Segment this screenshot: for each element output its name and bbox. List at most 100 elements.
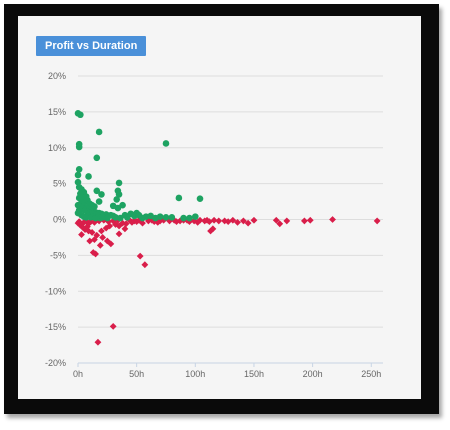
data-point-loss xyxy=(76,221,84,229)
data-point-profit xyxy=(85,173,92,180)
data-point-loss xyxy=(98,227,105,235)
y-tick-label: -20% xyxy=(45,358,66,368)
data-point-profit xyxy=(75,143,83,151)
scatter-plot: 20% 15% 10% 5% 0% -5% -10% -15% -20% 0h 50h 100h 150… xyxy=(45,71,383,379)
data-point-profit xyxy=(180,214,187,222)
y-tick-label: 0% xyxy=(53,215,66,225)
data-point-profit xyxy=(152,214,159,222)
x-tick-label: 250h xyxy=(361,369,381,379)
data-point-profit xyxy=(93,187,101,195)
data-point-loss xyxy=(81,226,89,233)
data-point-loss xyxy=(136,252,144,260)
data-point-loss xyxy=(85,227,92,235)
data-point-loss xyxy=(207,227,214,235)
data-point-loss xyxy=(139,219,146,227)
data-point-profit xyxy=(168,214,176,221)
data-point-profit xyxy=(123,214,131,221)
data-point-profit xyxy=(162,214,170,221)
data-point-loss xyxy=(82,217,90,225)
data-point-loss xyxy=(306,216,314,224)
data-point-profit xyxy=(98,191,105,198)
data-point-loss xyxy=(301,217,308,225)
y-tick-label: -15% xyxy=(45,322,66,332)
chart-title[interactable]: Profit vs Duration xyxy=(36,36,147,56)
chart-panel: Profit vs Duration 20% 15% 10% 5% 0% -5% -10% -… xyxy=(18,16,421,399)
data-point-loss xyxy=(115,222,123,230)
data-point-loss xyxy=(240,217,247,225)
x-tick-label: 100h xyxy=(185,369,205,379)
data-point-profit xyxy=(196,195,204,202)
data-point-loss xyxy=(91,236,98,243)
data-point-loss xyxy=(128,218,136,226)
data-point-profit xyxy=(77,111,84,119)
data-point-profit xyxy=(109,202,117,210)
data-point-loss xyxy=(119,219,126,227)
data-point-loss xyxy=(215,217,223,225)
data-point-loss xyxy=(94,338,102,346)
data-point-profit xyxy=(93,154,101,162)
data-point-profit xyxy=(115,191,123,198)
data-point-loss xyxy=(229,216,237,224)
data-point-profit xyxy=(75,165,83,173)
data-point-loss xyxy=(93,231,101,239)
data-point-profit xyxy=(95,128,103,136)
data-point-loss xyxy=(234,218,241,226)
data-point-loss xyxy=(244,219,252,227)
data-point-loss xyxy=(83,223,91,231)
data-point-loss xyxy=(329,216,336,223)
data-point-profit xyxy=(95,198,103,205)
data-point-loss xyxy=(112,221,119,228)
data-point-loss xyxy=(272,216,280,224)
data-point-loss xyxy=(102,224,110,232)
data-point-loss xyxy=(109,323,117,330)
data-point-loss xyxy=(79,223,87,231)
y-tick-label: 5% xyxy=(53,179,66,189)
data-point-loss xyxy=(126,216,134,224)
x-tick-label: 150h xyxy=(244,369,264,379)
data-point-loss xyxy=(115,230,123,238)
data-point-loss xyxy=(210,216,218,224)
data-point-loss xyxy=(78,231,85,238)
y-tick-label: 10% xyxy=(48,143,66,153)
data-point-loss xyxy=(203,216,211,224)
data-point-loss xyxy=(373,217,381,225)
data-point-loss xyxy=(141,261,149,269)
data-point-loss xyxy=(92,250,99,258)
data-point-loss xyxy=(86,237,94,245)
x-tick-label: 200h xyxy=(303,369,323,379)
data-point-loss xyxy=(221,217,229,225)
data-point-loss xyxy=(194,218,202,226)
data-point-loss xyxy=(107,240,115,248)
data-point-profit xyxy=(139,214,146,222)
data-point-loss xyxy=(96,241,104,249)
data-point-loss xyxy=(250,216,258,224)
data-point-loss xyxy=(121,225,129,233)
data-point-loss xyxy=(173,218,180,226)
data-point-profit xyxy=(115,179,123,187)
data-point-profit xyxy=(192,213,199,220)
x-tick-label: 50h xyxy=(129,369,144,379)
data-point-loss xyxy=(103,237,111,245)
data-point-loss xyxy=(276,220,284,228)
data-point-loss xyxy=(283,217,291,225)
data-point-loss xyxy=(130,217,138,225)
data-point-loss xyxy=(224,218,232,226)
data-point-profit xyxy=(113,196,121,203)
x-tick-label: 0h xyxy=(73,369,83,379)
data-point-profit xyxy=(75,206,83,214)
data-point-profit xyxy=(104,214,111,222)
data-point-loss xyxy=(87,218,95,226)
y-tick-label: 15% xyxy=(48,107,66,117)
data-point-loss xyxy=(89,249,97,256)
data-point-loss xyxy=(99,234,107,241)
data-point-profit xyxy=(175,194,183,202)
data-point-profit xyxy=(74,171,82,179)
data-point-profit xyxy=(116,214,124,222)
data-point-profit xyxy=(74,178,82,186)
data-point-profit xyxy=(186,214,193,222)
y-tick-label: 20% xyxy=(48,71,66,81)
data-point-profit xyxy=(162,140,170,147)
y-tick-label: -10% xyxy=(45,286,66,296)
chart-frame-inner: Profit vs Duration 20% 15% 10% 5% 0% -5% -10% -… xyxy=(4,4,439,414)
data-point-loss xyxy=(106,222,114,230)
